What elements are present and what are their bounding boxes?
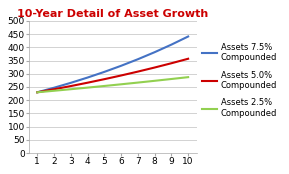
Assets 2.5%
Compounded bbox=[186, 76, 190, 78]
Assets 7.5%
Compounded bbox=[69, 82, 73, 84]
Assets 7.5%
Compounded bbox=[119, 65, 123, 67]
Assets 5.0%
Compounded bbox=[103, 78, 106, 80]
Assets 2.5%
Compounded bbox=[119, 83, 123, 85]
Assets 5.0%
Compounded bbox=[86, 82, 89, 84]
Assets 5.0%
Compounded bbox=[186, 58, 190, 60]
Line: Assets 2.5%
Compounded: Assets 2.5% Compounded bbox=[37, 77, 188, 92]
Assets 5.0%
Compounded bbox=[52, 88, 56, 90]
Assets 5.0%
Compounded bbox=[153, 66, 156, 69]
Assets 7.5%
Compounded bbox=[36, 91, 39, 93]
Assets 2.5%
Compounded bbox=[69, 88, 73, 90]
Assets 7.5%
Compounded bbox=[103, 71, 106, 73]
Assets 5.0%
Compounded bbox=[119, 74, 123, 77]
Line: Assets 5.0%
Compounded: Assets 5.0% Compounded bbox=[37, 59, 188, 92]
Assets 7.5%
Compounded bbox=[153, 51, 156, 53]
Line: Assets 7.5%
Compounded: Assets 7.5% Compounded bbox=[37, 37, 188, 92]
Assets 5.0%
Compounded bbox=[69, 85, 73, 87]
Assets 5.0%
Compounded bbox=[136, 71, 140, 73]
Assets 7.5%
Compounded bbox=[52, 87, 56, 89]
Assets 2.5%
Compounded bbox=[153, 80, 156, 82]
Assets 2.5%
Compounded bbox=[36, 91, 39, 93]
Title: 10-Year Detail of Asset Growth: 10-Year Detail of Asset Growth bbox=[17, 9, 208, 19]
Legend: Assets 7.5%
Compounded, Assets 5.0%
Compounded, Assets 2.5%
Compounded: Assets 7.5% Compounded, Assets 5.0% Comp… bbox=[202, 43, 277, 118]
Assets 2.5%
Compounded bbox=[86, 87, 89, 89]
Assets 7.5%
Compounded bbox=[86, 77, 89, 79]
Assets 2.5%
Compounded bbox=[170, 78, 173, 80]
Assets 5.0%
Compounded bbox=[170, 62, 173, 64]
Assets 7.5%
Compounded bbox=[170, 44, 173, 46]
Assets 2.5%
Compounded bbox=[103, 85, 106, 87]
Assets 7.5%
Compounded bbox=[136, 58, 140, 60]
Assets 7.5%
Compounded bbox=[186, 35, 190, 38]
Assets 2.5%
Compounded bbox=[52, 90, 56, 92]
Assets 5.0%
Compounded bbox=[36, 91, 39, 93]
Assets 2.5%
Compounded bbox=[136, 82, 140, 84]
